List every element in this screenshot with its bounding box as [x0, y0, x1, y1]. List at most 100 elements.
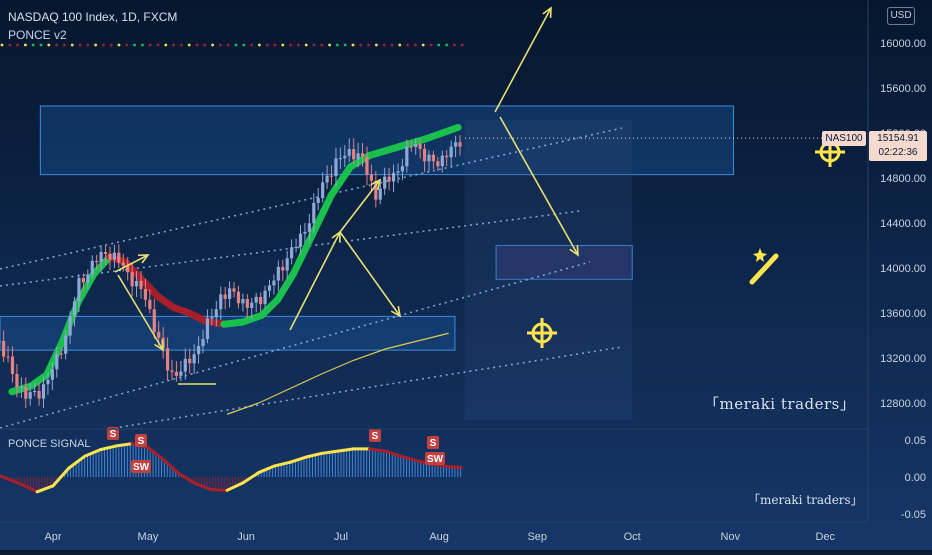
signal-badge-label-0: S [110, 429, 117, 440]
signal-dot [180, 43, 183, 47]
signal-dot [445, 43, 448, 47]
candle-body [223, 294, 227, 299]
y-tick-label: 16000.00 [880, 38, 926, 50]
channel-line-0[interactable] [0, 127, 623, 270]
signal-dot [437, 43, 441, 47]
candle-body [2, 340, 6, 357]
projection-arrow-head-3 [390, 306, 402, 318]
signal-dot [351, 43, 355, 47]
signal-dot [398, 43, 402, 47]
trend-band-segment [309, 191, 336, 238]
sub-y-tick-label: 0.00 [905, 472, 926, 484]
candle-body [179, 371, 183, 376]
y-tick-label: 12800.00 [880, 398, 926, 410]
candle-body [440, 155, 444, 167]
trend-band-segment [438, 123, 462, 137]
signal-line-segment [304, 451, 324, 459]
y-tick-label: 14400.00 [880, 218, 926, 230]
projection-arrow-2[interactable] [289, 231, 341, 331]
candle-body [436, 161, 440, 167]
projection-arrow-head-0 [542, 6, 552, 19]
candle-body [99, 251, 103, 263]
signal-dot [336, 43, 339, 47]
candle-body [139, 280, 143, 290]
candle-body [272, 280, 276, 286]
candle-body [205, 318, 210, 340]
projection-arrow-4[interactable] [339, 179, 381, 233]
signal-line-segment [447, 465, 463, 469]
candle-body [334, 158, 338, 177]
projection-arrow-3[interactable] [339, 231, 401, 317]
signal-dot [273, 43, 277, 47]
x-tick-label: Jun [237, 531, 255, 543]
wand-star [753, 248, 767, 262]
candle-body [210, 317, 214, 319]
current-price-value: 15154.91 [877, 133, 919, 144]
projection-arrow-0[interactable] [494, 7, 552, 113]
signal-badge-3[interactable] [369, 429, 381, 442]
wand-stick [749, 253, 779, 285]
signal-dot [187, 43, 191, 47]
y-tick-label: 14800.00 [880, 173, 926, 185]
x-tick-label: Aug [429, 531, 449, 543]
signal-dot [78, 43, 82, 47]
candle-body [267, 285, 272, 291]
signal-badge-label-1: S [138, 436, 145, 447]
signal-line-segment [162, 458, 182, 476]
candle-body [219, 294, 223, 310]
signal-dot [86, 43, 90, 47]
signal-dot [203, 43, 207, 47]
signal-badge-label-2: SW [133, 462, 150, 473]
signal-dot [375, 43, 378, 47]
zone-box-2[interactable] [495, 245, 633, 280]
x-tick-label: Oct [624, 531, 641, 543]
x-tick-label: Jul [334, 531, 348, 543]
candle-body [458, 142, 462, 147]
magic-wand-icon[interactable] [749, 248, 779, 285]
signal-badge-4[interactable] [427, 436, 439, 449]
candle-body [165, 348, 170, 371]
candle-body [192, 354, 196, 364]
projection-arrow-6[interactable] [114, 254, 149, 273]
zone-box-0[interactable] [39, 105, 734, 176]
signal-badge-2[interactable] [131, 460, 151, 473]
signal-line-segment [368, 447, 387, 453]
candle-body [298, 233, 303, 247]
signal-dot [328, 43, 331, 47]
candle-body [316, 198, 320, 203]
x-tick-label: Sep [527, 531, 547, 543]
candle-body [19, 386, 23, 388]
y-tick-label: 15600.00 [880, 83, 926, 95]
projection-arrow-1[interactable] [499, 116, 579, 256]
signal-dot [421, 43, 425, 47]
signal-dot [141, 43, 144, 47]
symbol-label: NAS100 [822, 131, 866, 146]
candle-body [15, 373, 19, 388]
candle-body [183, 358, 187, 372]
signal-dot [94, 43, 97, 47]
candle-body [387, 176, 391, 182]
candle-body [431, 154, 436, 162]
signal-badge-1[interactable] [135, 434, 147, 447]
signal-line-segment [67, 454, 87, 470]
signal-dot [125, 43, 129, 47]
channel-line-2[interactable] [107, 346, 623, 430]
trend-band-segment [74, 270, 98, 306]
target-crosshair-icon[interactable] [527, 318, 557, 348]
current-price-label: 15154.91 02:22:36 [869, 131, 927, 161]
channel-line-3[interactable] [0, 261, 591, 429]
trend-band-segment [274, 270, 298, 303]
watermark-sub: 「meraki traders」 [748, 493, 863, 507]
candle-body [290, 247, 294, 259]
signal-badge-0[interactable] [107, 427, 119, 440]
y-tick-label: 14000.00 [880, 263, 926, 275]
candle-body [294, 246, 298, 248]
currency-badge[interactable]: USD [887, 7, 915, 25]
projection-shade [464, 120, 633, 420]
projection-arrow-5[interactable] [117, 274, 164, 351]
signal-badge-5[interactable] [425, 452, 445, 465]
candle-body [148, 299, 152, 310]
chart-title: NASDAQ 100 Index, 1D, FXCM [8, 10, 178, 24]
